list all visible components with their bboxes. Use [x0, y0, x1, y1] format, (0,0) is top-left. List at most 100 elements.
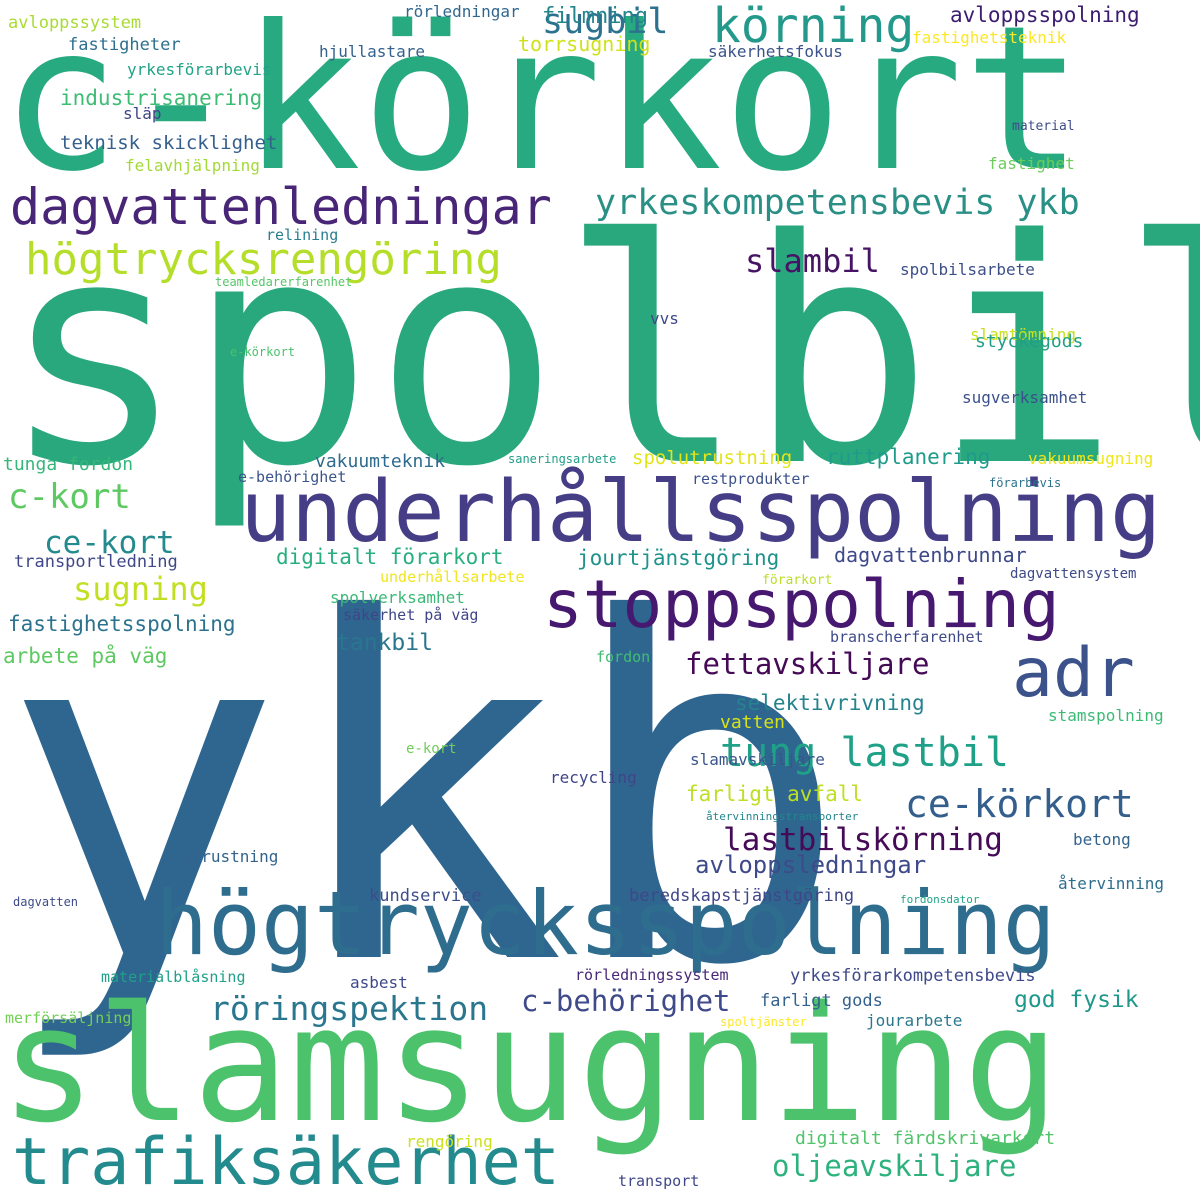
word-sugning: sugning: [73, 570, 208, 608]
word-forarkort: förarkort: [762, 573, 833, 588]
word-yrkesforarkompetensbevis: yrkesförarkompetensbevis: [790, 966, 1036, 986]
word-fastighet: fastighet: [988, 154, 1075, 173]
word-utrustning: utrustning: [182, 847, 279, 866]
word-c-behorighet: c-behörighet: [521, 984, 731, 1018]
word-transport: transport: [618, 1172, 700, 1190]
word-rengoring: rengöring: [406, 1132, 493, 1151]
word-rorledningar: rörledningar: [404, 2, 520, 21]
word-torrsugning: torrsugning: [518, 32, 651, 56]
word-farligt-avfall: farligt avfall: [686, 782, 864, 806]
word-material: material: [1012, 119, 1075, 134]
word-spoltjanster: spoltjänster: [720, 1015, 807, 1029]
word-fastighetsteknik: fastighetsteknik: [912, 28, 1067, 47]
word-fordonsdator: fordonsdator: [900, 893, 980, 906]
word-dagvatten: dagvatten: [13, 895, 79, 909]
word-ce-kort: ce-kort: [44, 525, 175, 561]
word-jourtjanstgoring: jourtjänstgöring: [577, 546, 780, 570]
word-korning: körning: [712, 0, 915, 54]
word-avloppssystem: avloppssystem: [8, 13, 142, 33]
word-spolverksamhet: spolverksamhet: [330, 588, 465, 607]
word-spolutrustning: spolutrustning: [632, 447, 793, 469]
word-asbest: asbest: [350, 973, 408, 992]
word-slambil: slambil: [745, 242, 880, 280]
word-atervinningstransporter: återvinningstransporter: [706, 810, 859, 823]
word-dagvattenbrunnar: dagvattenbrunnar: [834, 543, 1027, 567]
word-styckegods: styckegods: [975, 331, 1084, 352]
word-tunga-fordon: tunga fordon: [3, 454, 134, 475]
word-fordon: fordon: [596, 648, 651, 666]
word-forarbevis: förarbevis: [989, 476, 1062, 490]
word-filmning-text: filmning: [542, 4, 648, 29]
word-hogtrycksrengoring: högtrycksrengöring: [25, 234, 502, 285]
word-vakuumteknik: vakuumteknik: [315, 451, 446, 472]
word-beredskapstjanstgoring: beredskapstjänstgöring: [629, 886, 855, 906]
word-hogtrycksspolning: högtrycksspolning: [155, 872, 1056, 975]
word-c-korkort: c-körkort: [0, 0, 1084, 216]
word-spolbil: spolbil: [0, 174, 1200, 535]
word-industrisanering: industrisanering: [60, 86, 263, 110]
word-adr: adr: [1012, 634, 1135, 713]
word-arbete-pa-vag: arbete på väg: [3, 644, 168, 668]
word-e-behorighet: e-behörighet: [238, 468, 347, 486]
word-sugbil: sugbil: [542, 2, 669, 42]
word-relining: relining: [266, 226, 339, 244]
word-rorinspektion: röringspektion: [210, 989, 489, 1028]
word-yrkeskompetensbevis-ykb: yrkeskompetensbevis ykb: [595, 183, 1080, 223]
word-slamavskiljare: slamavskiljare: [690, 750, 825, 769]
word-ruttplanering: ruttplanering: [826, 445, 991, 469]
word-fettavskiljare: fettavskiljare: [685, 647, 930, 681]
word-kundservice: kundservice: [369, 886, 482, 906]
word-slamtomning: slamtömning: [970, 325, 1076, 344]
word-avloppsledningar: avloppsledningar: [695, 851, 927, 879]
word-hjullastare: hjullastare: [319, 42, 425, 61]
word-farligt-gods: farligt gods: [760, 991, 883, 1011]
word-teknisk-skicklighet: teknisk skicklighet: [60, 132, 278, 154]
word-ce-korkort: ce-körkort: [905, 782, 1134, 826]
word-e-korkort: e-körkort: [230, 345, 296, 359]
word-merforsaljning: merförsäljning: [5, 1009, 132, 1027]
word-stoppspolning: stoppspolning: [543, 566, 1060, 643]
word-spolbilsarbete: spolbilsarbete: [900, 260, 1035, 279]
word-betong: betong: [1073, 830, 1131, 849]
word-rorledningssystem: rörledningssystem: [575, 966, 729, 984]
word-atervinning: återvinning: [1058, 874, 1164, 893]
word-digitalt-fardskrivarkort: digitalt färdskrivarkort: [795, 1128, 1056, 1149]
word-slamsugning: slamsugning: [0, 971, 1060, 1158]
word-yrkesforarbevis: yrkesförarbevis: [127, 60, 272, 79]
word-selektivrivning: selektivrivning: [735, 691, 925, 715]
word-digitalt-forarkort: digitalt förarkort: [276, 545, 504, 569]
word-jourarbete: jourarbete: [866, 1011, 963, 1030]
word-sugverksamhet: sugverksamhet: [962, 388, 1088, 407]
word-vvs: vvs: [650, 309, 679, 328]
word-sakerhetsfokus: säkerhetsfokus: [708, 42, 843, 61]
word-sakerhet-pa-vag: säkerhet på väg: [343, 606, 479, 624]
word-tankbil: tankbil: [336, 630, 433, 656]
word-materialblasning: materialblåsning: [101, 968, 246, 986]
word-stamspolning: stamspolning: [1048, 706, 1164, 725]
word-e-kort: e-kort: [406, 741, 457, 757]
word-saneringsarbete: saneringsarbete: [508, 452, 617, 466]
word-avloppsspolning: avloppsspolning: [950, 3, 1140, 27]
word-underhallsspolning: underhållsspolning: [240, 463, 1162, 562]
word-transportledning: transportledning: [14, 552, 178, 572]
word-vatten: vatten: [720, 712, 786, 733]
word-c-kort: c-kort: [8, 477, 131, 517]
word-tung-lastbil: tung lastbil: [720, 730, 1009, 776]
word-lastbilskorning: lastbilskörning: [723, 822, 1003, 858]
word-oljeavskiljare: oljeavskiljare: [772, 1149, 1017, 1183]
word-ykb: ykb: [0, 521, 849, 1068]
word-fastigheter: fastigheter: [68, 35, 181, 55]
word-restprodukter: restprodukter: [692, 470, 810, 488]
word-god-fysik: god fysik: [1014, 987, 1139, 1013]
word-trafiksakerhet: trafiksäkerhet: [12, 1125, 560, 1200]
word-fastighetsspolning: fastighetsspolning: [8, 612, 236, 636]
word-branscherfarenhet: branscherfarenhet: [830, 628, 984, 646]
word-vakuumsugning: vakuumsugning: [1028, 449, 1154, 468]
word-dagvattenledningar: dagvattenledningar: [10, 178, 552, 236]
word-teamledarerfarenhet: teamledarerfarenhet: [215, 275, 353, 289]
word-felavhjalpning: felavhjälpning: [125, 156, 260, 175]
word-underhallsarbete: underhållsarbete: [380, 568, 525, 586]
word-dagvattensystem: dagvattensystem: [1010, 566, 1137, 582]
word-recycling: recycling: [550, 768, 637, 787]
